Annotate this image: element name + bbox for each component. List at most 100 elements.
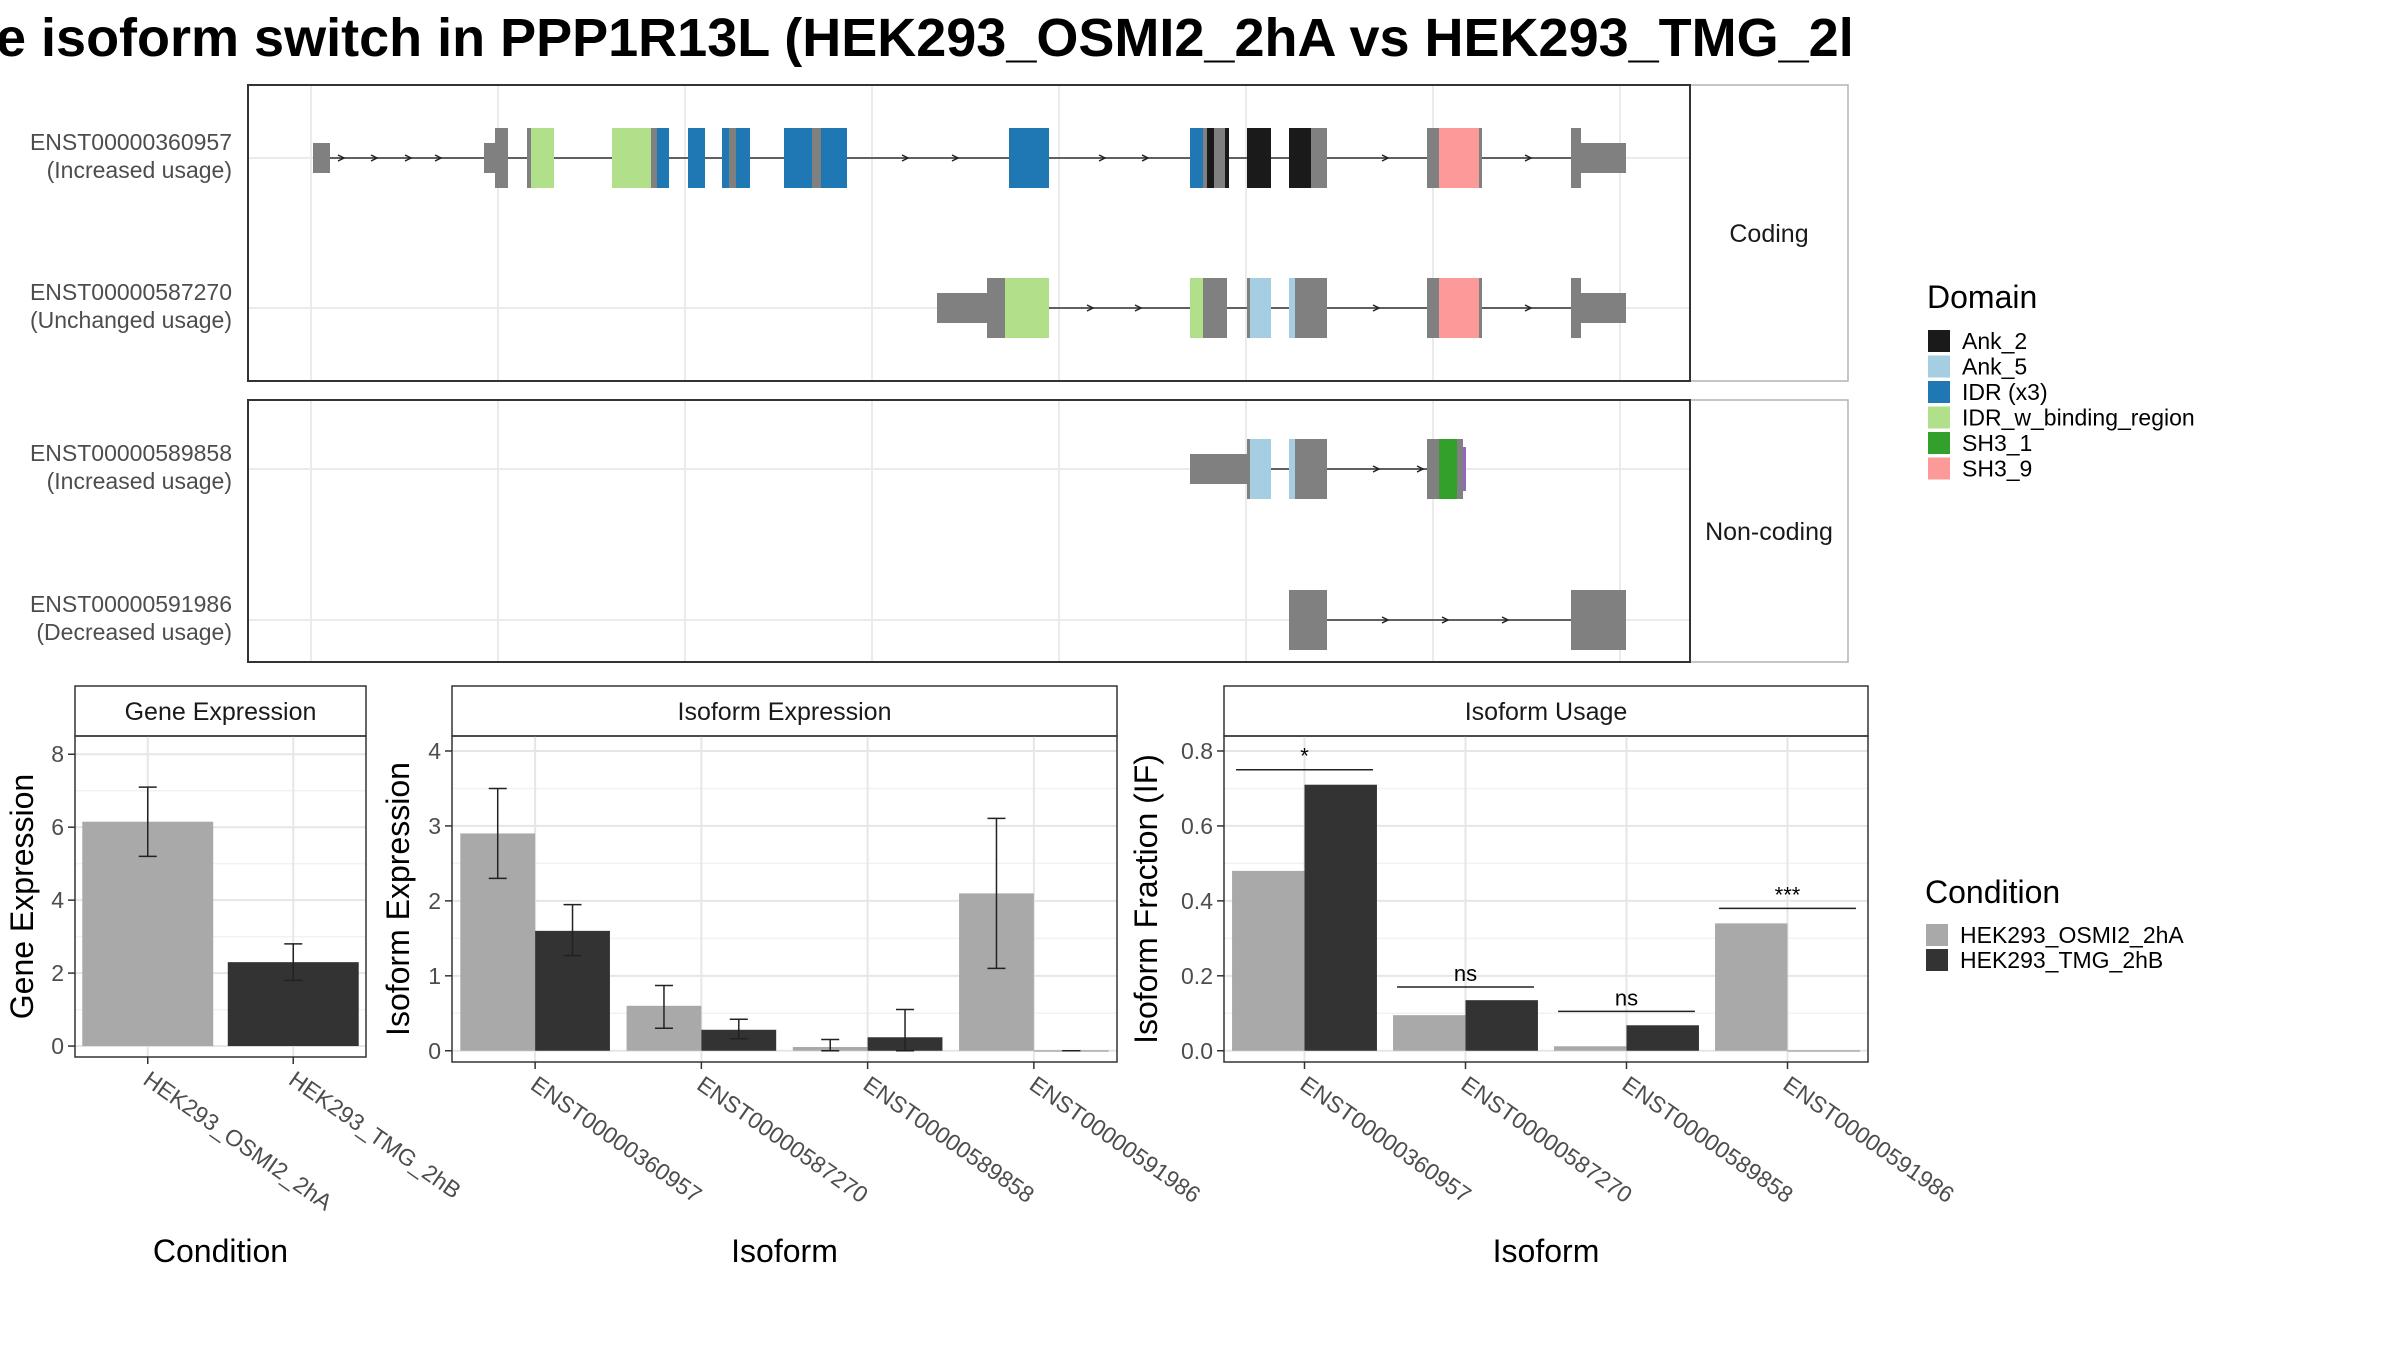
significance-label: ns: [1615, 985, 1638, 1010]
domain-idr: [821, 128, 847, 188]
isoform-label-usage: (Unchanged usage): [30, 307, 232, 333]
y-tick-label: 2: [51, 960, 64, 986]
legend-condition-swatch: [1926, 924, 1948, 946]
strand-arrow: [1416, 465, 1425, 473]
legend-domain-swatch: [1928, 406, 1950, 429]
domain-idr: [1190, 128, 1203, 188]
domain-idr-binding: [1005, 278, 1049, 338]
y-tick-label: 0: [428, 1038, 441, 1064]
strand-arrow: [1086, 304, 1095, 312]
strand-arrow: [1381, 616, 1390, 624]
exon: [527, 128, 531, 188]
exon: [1479, 128, 1482, 188]
x-axis-title: Isoform: [731, 1233, 838, 1269]
y-axis-title: Gene Expression: [4, 774, 40, 1019]
strand-arrow: [337, 154, 346, 162]
strand-arrow: [1524, 304, 1533, 312]
exon: [812, 128, 821, 188]
bar: [1304, 784, 1377, 1051]
utr-exon: [937, 293, 987, 323]
bar: [1393, 1015, 1466, 1051]
strand-arrow: [901, 154, 910, 162]
structure-panel-border: [247, 84, 1691, 382]
legend-domain-label: SH3_9: [1962, 456, 2032, 482]
x-tick-label: ENST00000591986: [1025, 1071, 1205, 1208]
figure-title: e isoform switch in PPP1R13L (HEK293_OSM…: [0, 8, 1854, 68]
exon: [987, 278, 1005, 338]
facet-strip-label: Coding: [1729, 220, 1808, 248]
utr-exon: [313, 143, 330, 173]
purple-marker: [1463, 447, 1466, 491]
x-axis-title: Isoform: [1493, 1233, 1600, 1269]
exon: [1427, 128, 1439, 188]
isoform-usage-panel: Isoform Usage * ns ns *** 0.0 0.2 0.4 0.6 0.8 ENST…: [1128, 685, 1959, 1269]
domain-idr: [1009, 128, 1049, 188]
utr-exon: [1581, 293, 1626, 323]
significance-label: ***: [1775, 882, 1801, 907]
domain-ank5: [1250, 439, 1271, 499]
domain-idr: [736, 128, 750, 188]
panel-strip: [74, 685, 367, 737]
exon: [729, 128, 736, 188]
strand-arrow: [1524, 154, 1533, 162]
domain-ank2: [1207, 128, 1214, 188]
domain-ank2: [1247, 128, 1271, 188]
panel-border: [74, 735, 367, 1058]
strand-arrow: [1134, 304, 1143, 312]
y-tick-label: 0.0: [1181, 1038, 1213, 1064]
y-tick-label: 0: [51, 1033, 64, 1059]
y-tick-label: 4: [428, 738, 441, 764]
domain-idr-binding: [1190, 278, 1203, 338]
domain-idr-binding: [612, 128, 651, 188]
x-tick-label: ENST00000589858: [1618, 1071, 1798, 1208]
isoform-label-usage: (Increased usage): [47, 468, 232, 494]
panel-title: Isoform Expression: [678, 698, 892, 726]
domain-sh3-9: [1439, 278, 1479, 338]
exon: [651, 128, 657, 188]
strand-arrow: [1141, 154, 1150, 162]
legend-domain-swatch: [1928, 457, 1950, 480]
exon: [1311, 128, 1327, 188]
x-tick-label: ENST00000360957: [1296, 1071, 1476, 1208]
y-tick-label: 2: [428, 888, 441, 914]
isoform-label-usage: (Decreased usage): [36, 619, 232, 645]
domain-ank2: [1225, 128, 1229, 188]
exon: [1479, 278, 1482, 338]
legend-condition-label: HEK293_OSMI2_2hA: [1960, 922, 2184, 948]
strand-arrow: [951, 154, 960, 162]
domain-sh3-9: [1439, 128, 1479, 188]
legend-domain-label: Ank_2: [1962, 328, 2027, 354]
domain-idr: [688, 128, 705, 188]
legend-domain-swatch: [1928, 330, 1950, 352]
structure-panel-bg: [248, 400, 1690, 662]
exon: [1203, 278, 1227, 338]
strand-arrow: [1372, 465, 1381, 473]
domain-ank2: [1289, 128, 1311, 188]
domain-ank5: [1250, 278, 1271, 338]
utr-exon: [1190, 454, 1247, 484]
bar: [1554, 1046, 1627, 1051]
legend-domain-label: SH3_1: [1962, 430, 2032, 456]
y-tick-label: 0.6: [1181, 813, 1213, 839]
legend-domain-swatch: [1928, 355, 1950, 378]
y-axis-title: Isoform Expression: [380, 762, 416, 1036]
significance-label: *: [1300, 744, 1309, 769]
y-tick-label: 8: [51, 741, 64, 767]
legend-condition-swatch: [1926, 949, 1948, 971]
legend-condition-label: HEK293_TMG_2hB: [1960, 947, 2163, 973]
y-tick-label: 4: [51, 887, 64, 913]
x-axis-title: Condition: [153, 1233, 288, 1269]
y-tick-label: 0.8: [1181, 738, 1213, 764]
legend-domain-swatch: [1928, 432, 1950, 454]
noncoding-exon: [1289, 590, 1327, 650]
noncoding-exon: [1571, 590, 1626, 650]
legend-domain-swatch: [1928, 381, 1950, 403]
strand-arrow: [1098, 154, 1107, 162]
exon: [1427, 278, 1439, 338]
isoform-label-usage: (Increased usage): [47, 157, 232, 183]
bar: [1787, 1050, 1860, 1052]
strand-arrow: [434, 154, 443, 162]
domain-idr: [722, 128, 729, 188]
